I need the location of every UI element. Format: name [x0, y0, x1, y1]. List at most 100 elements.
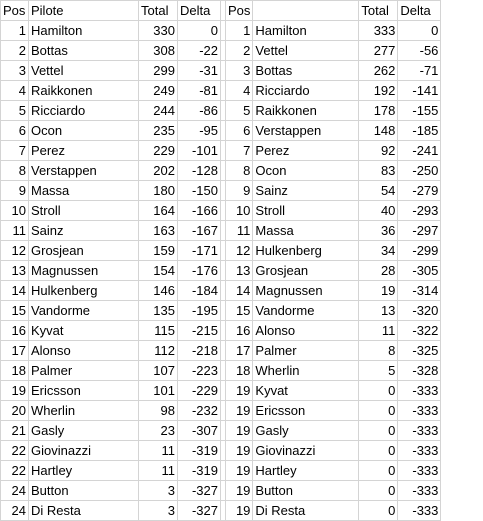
left-pilote-cell[interactable]: Massa — [28, 180, 139, 201]
left-delta-cell[interactable]: -167 — [177, 220, 221, 241]
left-pos-cell[interactable]: 22 — [0, 460, 29, 481]
right-delta-cell[interactable]: -241 — [397, 140, 442, 161]
right-delta-cell[interactable]: -333 — [397, 420, 442, 441]
right-delta-cell[interactable]: -56 — [397, 40, 442, 61]
right-pilote-cell[interactable]: Stroll — [252, 200, 360, 221]
right-total-cell[interactable]: 0 — [358, 500, 399, 521]
left-total-cell[interactable]: 112 — [138, 340, 178, 361]
right-delta-cell[interactable]: -328 — [397, 360, 442, 381]
right-total-cell[interactable]: 0 — [358, 420, 399, 441]
left-total-cell[interactable]: 244 — [138, 100, 178, 121]
right-total-cell[interactable]: 40 — [358, 200, 399, 221]
left-total-cell[interactable]: 101 — [138, 380, 178, 401]
right-pilote-cell[interactable]: Di Resta — [252, 500, 360, 521]
left-delta-cell[interactable]: -223 — [177, 360, 221, 381]
left-delta-cell[interactable]: -307 — [177, 420, 221, 441]
right-total-cell[interactable]: 333 — [358, 20, 399, 41]
right-pos-cell[interactable]: 19 — [224, 380, 254, 401]
left-total-cell[interactable]: 229 — [138, 140, 178, 161]
right-total-cell[interactable]: 28 — [358, 260, 399, 281]
left-delta-cell[interactable]: -86 — [177, 100, 221, 121]
right-pos-cell[interactable]: 9 — [224, 180, 254, 201]
right-pilote-cell[interactable]: Giovinazzi — [252, 440, 360, 461]
left-pilote-cell[interactable]: Magnussen — [28, 260, 139, 281]
right-pilote-cell[interactable]: Bottas — [252, 60, 360, 81]
left-delta-cell[interactable]: -150 — [177, 180, 221, 201]
right-pos-cell[interactable]: 1 — [224, 20, 254, 41]
left-total-cell[interactable]: 115 — [138, 320, 178, 341]
left-pos-cell[interactable]: 8 — [0, 160, 29, 181]
left-delta-cell[interactable]: -184 — [177, 280, 221, 301]
right-pilote-cell[interactable]: Massa — [252, 220, 360, 241]
right-pilote-cell[interactable]: Kyvat — [252, 380, 360, 401]
right-pilote-cell[interactable]: Ocon — [252, 160, 360, 181]
right-total-cell[interactable]: 0 — [358, 440, 399, 461]
left-total-cell[interactable]: 330 — [138, 20, 178, 41]
right-pilote-cell[interactable]: Ericsson — [252, 400, 360, 421]
left-pilote-cell[interactable]: Kyvat — [28, 320, 139, 341]
right-pos-cell[interactable]: 16 — [224, 320, 254, 341]
right-pilote-cell[interactable]: Alonso — [252, 320, 360, 341]
right-total-cell[interactable]: 277 — [358, 40, 399, 61]
right-total-cell[interactable]: 0 — [358, 460, 399, 481]
right-total-cell[interactable]: 0 — [358, 380, 399, 401]
right-delta-cell[interactable]: -322 — [397, 320, 442, 341]
left-pilote-cell[interactable]: Ericsson — [28, 380, 139, 401]
left-delta-cell[interactable]: -176 — [177, 260, 221, 281]
right-total-cell[interactable]: 36 — [358, 220, 399, 241]
left-pilote-cell[interactable]: Hulkenberg — [28, 280, 139, 301]
left-total-cell[interactable]: 11 — [138, 460, 178, 481]
right-delta-cell[interactable]: -155 — [397, 100, 442, 121]
right-delta-cell[interactable]: -333 — [397, 500, 442, 521]
left-total-cell[interactable]: 146 — [138, 280, 178, 301]
header-pos-left[interactable]: Pos — [0, 0, 29, 21]
left-pos-cell[interactable]: 2 — [0, 40, 29, 61]
right-total-cell[interactable]: 92 — [358, 140, 399, 161]
right-pilote-cell[interactable]: Ricciardo — [252, 80, 360, 101]
right-pilote-cell[interactable]: Perez — [252, 140, 360, 161]
right-pos-cell[interactable]: 15 — [224, 300, 254, 321]
right-delta-cell[interactable]: -325 — [397, 340, 442, 361]
right-total-cell[interactable]: 262 — [358, 60, 399, 81]
right-delta-cell[interactable]: -333 — [397, 380, 442, 401]
right-delta-cell[interactable]: -305 — [397, 260, 442, 281]
left-pos-cell[interactable]: 22 — [0, 440, 29, 461]
right-pos-cell[interactable]: 4 — [224, 80, 254, 101]
right-pos-cell[interactable]: 11 — [224, 220, 254, 241]
left-pos-cell[interactable]: 4 — [0, 80, 29, 101]
left-pilote-cell[interactable]: Vandorme — [28, 300, 139, 321]
right-pos-cell[interactable]: 19 — [224, 400, 254, 421]
right-pilote-cell[interactable]: Sainz — [252, 180, 360, 201]
right-total-cell[interactable]: 11 — [358, 320, 399, 341]
left-pilote-cell[interactable]: Ricciardo — [28, 100, 139, 121]
right-delta-cell[interactable]: -279 — [397, 180, 442, 201]
right-pos-cell[interactable]: 19 — [224, 460, 254, 481]
left-delta-cell[interactable]: -327 — [177, 480, 221, 501]
left-delta-cell[interactable]: -215 — [177, 320, 221, 341]
left-pilote-cell[interactable]: Stroll — [28, 200, 139, 221]
right-pilote-cell[interactable]: Palmer — [252, 340, 360, 361]
right-delta-cell[interactable]: -293 — [397, 200, 442, 221]
left-pilote-cell[interactable]: Giovinazzi — [28, 440, 139, 461]
right-delta-cell[interactable]: -320 — [397, 300, 442, 321]
right-pilote-cell[interactable]: Hartley — [252, 460, 360, 481]
right-delta-cell[interactable]: -299 — [397, 240, 442, 261]
left-total-cell[interactable]: 249 — [138, 80, 178, 101]
right-total-cell[interactable]: 34 — [358, 240, 399, 261]
right-pilote-cell[interactable]: Hamilton — [252, 20, 360, 41]
right-pos-cell[interactable]: 14 — [224, 280, 254, 301]
left-pilote-cell[interactable]: Di Resta — [28, 500, 139, 521]
left-delta-cell[interactable]: -319 — [177, 440, 221, 461]
left-pos-cell[interactable]: 24 — [0, 480, 29, 501]
left-pilote-cell[interactable]: Bottas — [28, 40, 139, 61]
left-pilote-cell[interactable]: Alonso — [28, 340, 139, 361]
right-pos-cell[interactable]: 5 — [224, 100, 254, 121]
header-total-right[interactable]: Total — [358, 0, 399, 21]
left-pilote-cell[interactable]: Perez — [28, 140, 139, 161]
right-pos-cell[interactable]: 19 — [224, 500, 254, 521]
right-delta-cell[interactable]: -333 — [397, 460, 442, 481]
left-pilote-cell[interactable]: Ocon — [28, 120, 139, 141]
left-pos-cell[interactable]: 19 — [0, 380, 29, 401]
right-pilote-cell[interactable]: Grosjean — [252, 260, 360, 281]
left-total-cell[interactable]: 135 — [138, 300, 178, 321]
